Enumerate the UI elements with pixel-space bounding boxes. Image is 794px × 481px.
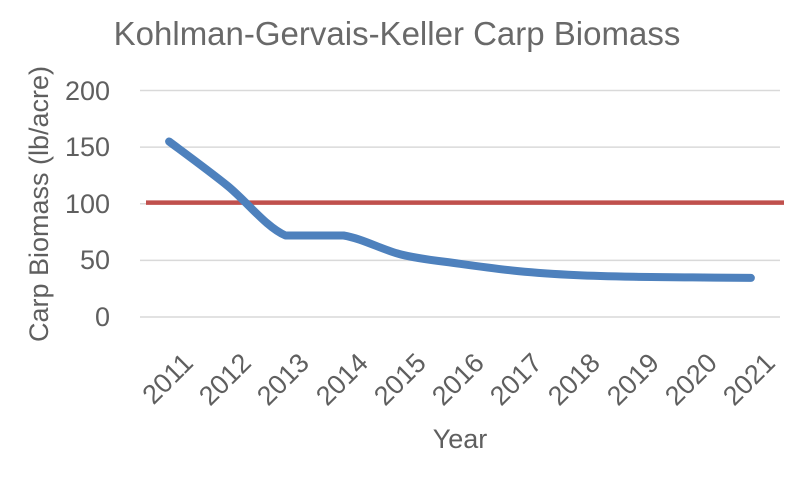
y-tick-label: 50	[79, 245, 110, 275]
y-tick-label: 0	[94, 302, 110, 332]
y-tick-label: 200	[64, 76, 110, 106]
x-axis-title: Year	[432, 424, 488, 454]
y-tick-label: 100	[64, 189, 110, 219]
y-tick-label: 150	[64, 132, 110, 162]
chart-title: Kohlman-Gervais-Keller Carp Biomass	[113, 15, 681, 52]
biomass-line	[165, 137, 755, 282]
